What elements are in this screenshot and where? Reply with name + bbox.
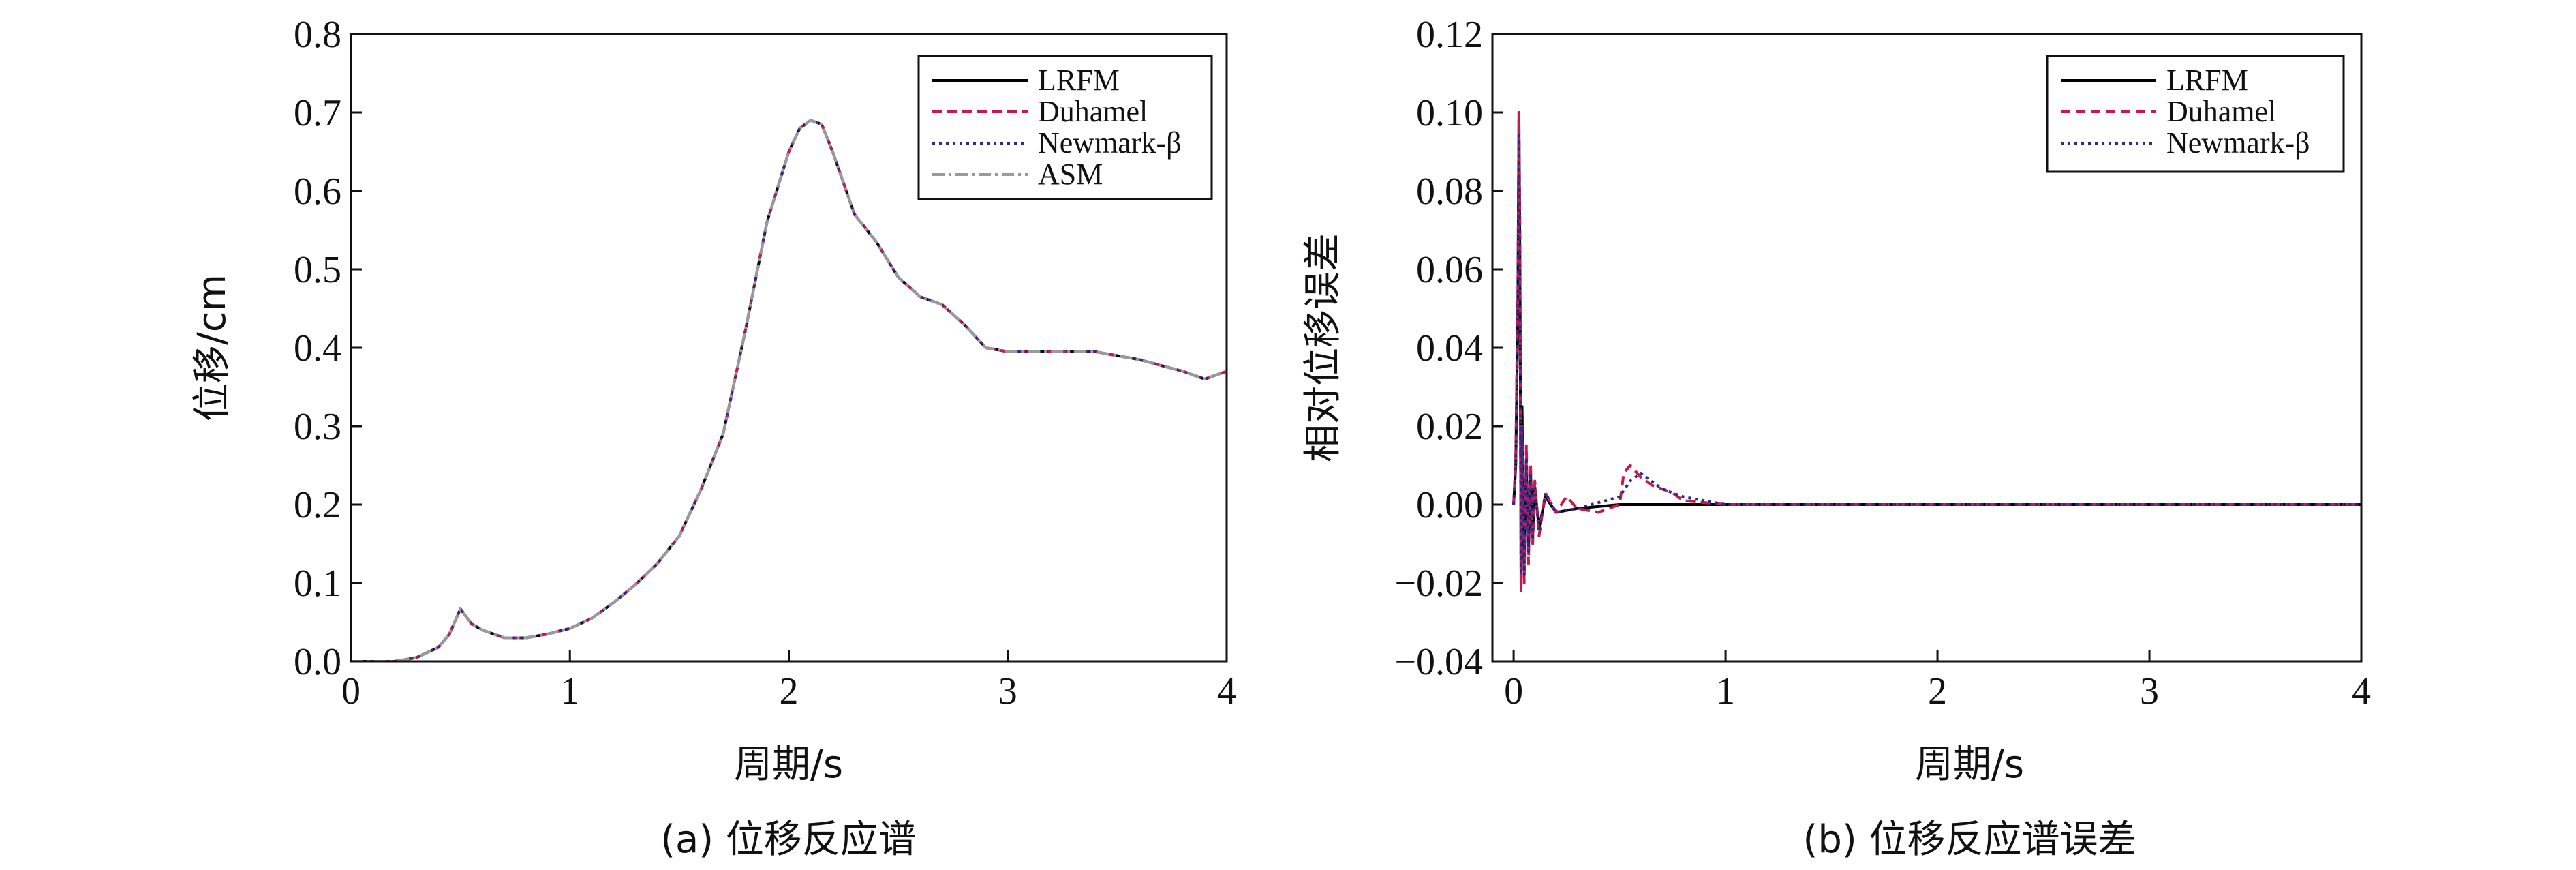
x-tick-label: 2 (1928, 670, 1947, 712)
y-tick-label: 0.02 (1416, 406, 1483, 448)
chart-b: 0 1 2 3 4 −0.04 −0.02 0.00 0.02 0.04 0.06 0.08 0.10 0… (1301, 14, 2371, 862)
x-tick-label: 0 (1504, 670, 1523, 712)
y-tick-label: 0.04 (1416, 327, 1483, 370)
y-axis-label: 位移/cm (190, 274, 234, 421)
legend-label: Duhamel (2166, 95, 2276, 128)
figure-caption: (b) 位移反应谱误差 (1803, 817, 2136, 862)
x-tick-label: 3 (998, 670, 1017, 712)
series-line-lrfm (351, 119, 1227, 661)
legend-label: Newmark-β (1038, 126, 1182, 160)
x-tick-label: 4 (2352, 670, 2371, 712)
figure-caption: (a) 位移反应谱 (660, 817, 917, 862)
x-tick-label: 1 (560, 670, 579, 712)
y-tick-label: 0.10 (1416, 92, 1483, 134)
y-tick-label: 0.08 (1416, 170, 1483, 213)
x-tick-label: 2 (780, 670, 799, 712)
y-tick-label: 0.2 (294, 484, 341, 526)
y-tick-label: 0.06 (1416, 249, 1483, 291)
y-tick-label: 0.6 (294, 170, 341, 213)
x-axis-label: 周期/s (1915, 742, 2024, 787)
y-tick-label: 0.12 (1416, 14, 1483, 56)
y-tick-label: 0.1 (294, 562, 341, 605)
y-tick-label: 0.5 (294, 249, 341, 291)
y-tick-label: 0.0 (294, 641, 341, 683)
series-line-asm (351, 119, 1227, 661)
y-tick-label: −0.04 (1394, 641, 1483, 683)
y-tick-label: −0.02 (1394, 562, 1483, 605)
x-tick-label: 0 (341, 670, 361, 712)
legend-label: LRFM (1038, 63, 1120, 97)
y-tick-label: 0.4 (294, 327, 341, 370)
x-tick-label: 4 (1217, 670, 1236, 712)
legend-box (2046, 55, 2345, 173)
series-line-duhamel (351, 119, 1227, 661)
y-tick-label: 0.7 (294, 92, 341, 134)
y-tick-label: 0.3 (294, 406, 341, 448)
y-tick-label: 0.8 (294, 14, 341, 56)
legend-label: Duhamel (1038, 95, 1148, 128)
x-tick-label: 1 (1716, 670, 1735, 712)
series-line-newmark- (1512, 130, 2361, 577)
x-tick-label: 3 (2140, 670, 2159, 712)
legend-label: Newmark-β (2166, 126, 2310, 160)
series-line-lrfm (1512, 111, 2361, 584)
legend-label: LRFM (2166, 63, 2248, 97)
x-axis-label: 周期/s (734, 742, 843, 787)
y-tick-label: 0.00 (1416, 484, 1483, 526)
y-axis-label: 相对位移误差 (1301, 233, 1345, 462)
chart-a: 0 1 2 3 4 0.0 0.1 0.2 0.3 0.4 0.5 0.6 0.7 0.8 周期/s 位移/c… (190, 14, 1236, 862)
series-line-duhamel (1512, 111, 2361, 592)
legend-label: ASM (1038, 158, 1103, 191)
series-line-newmark- (351, 119, 1227, 661)
